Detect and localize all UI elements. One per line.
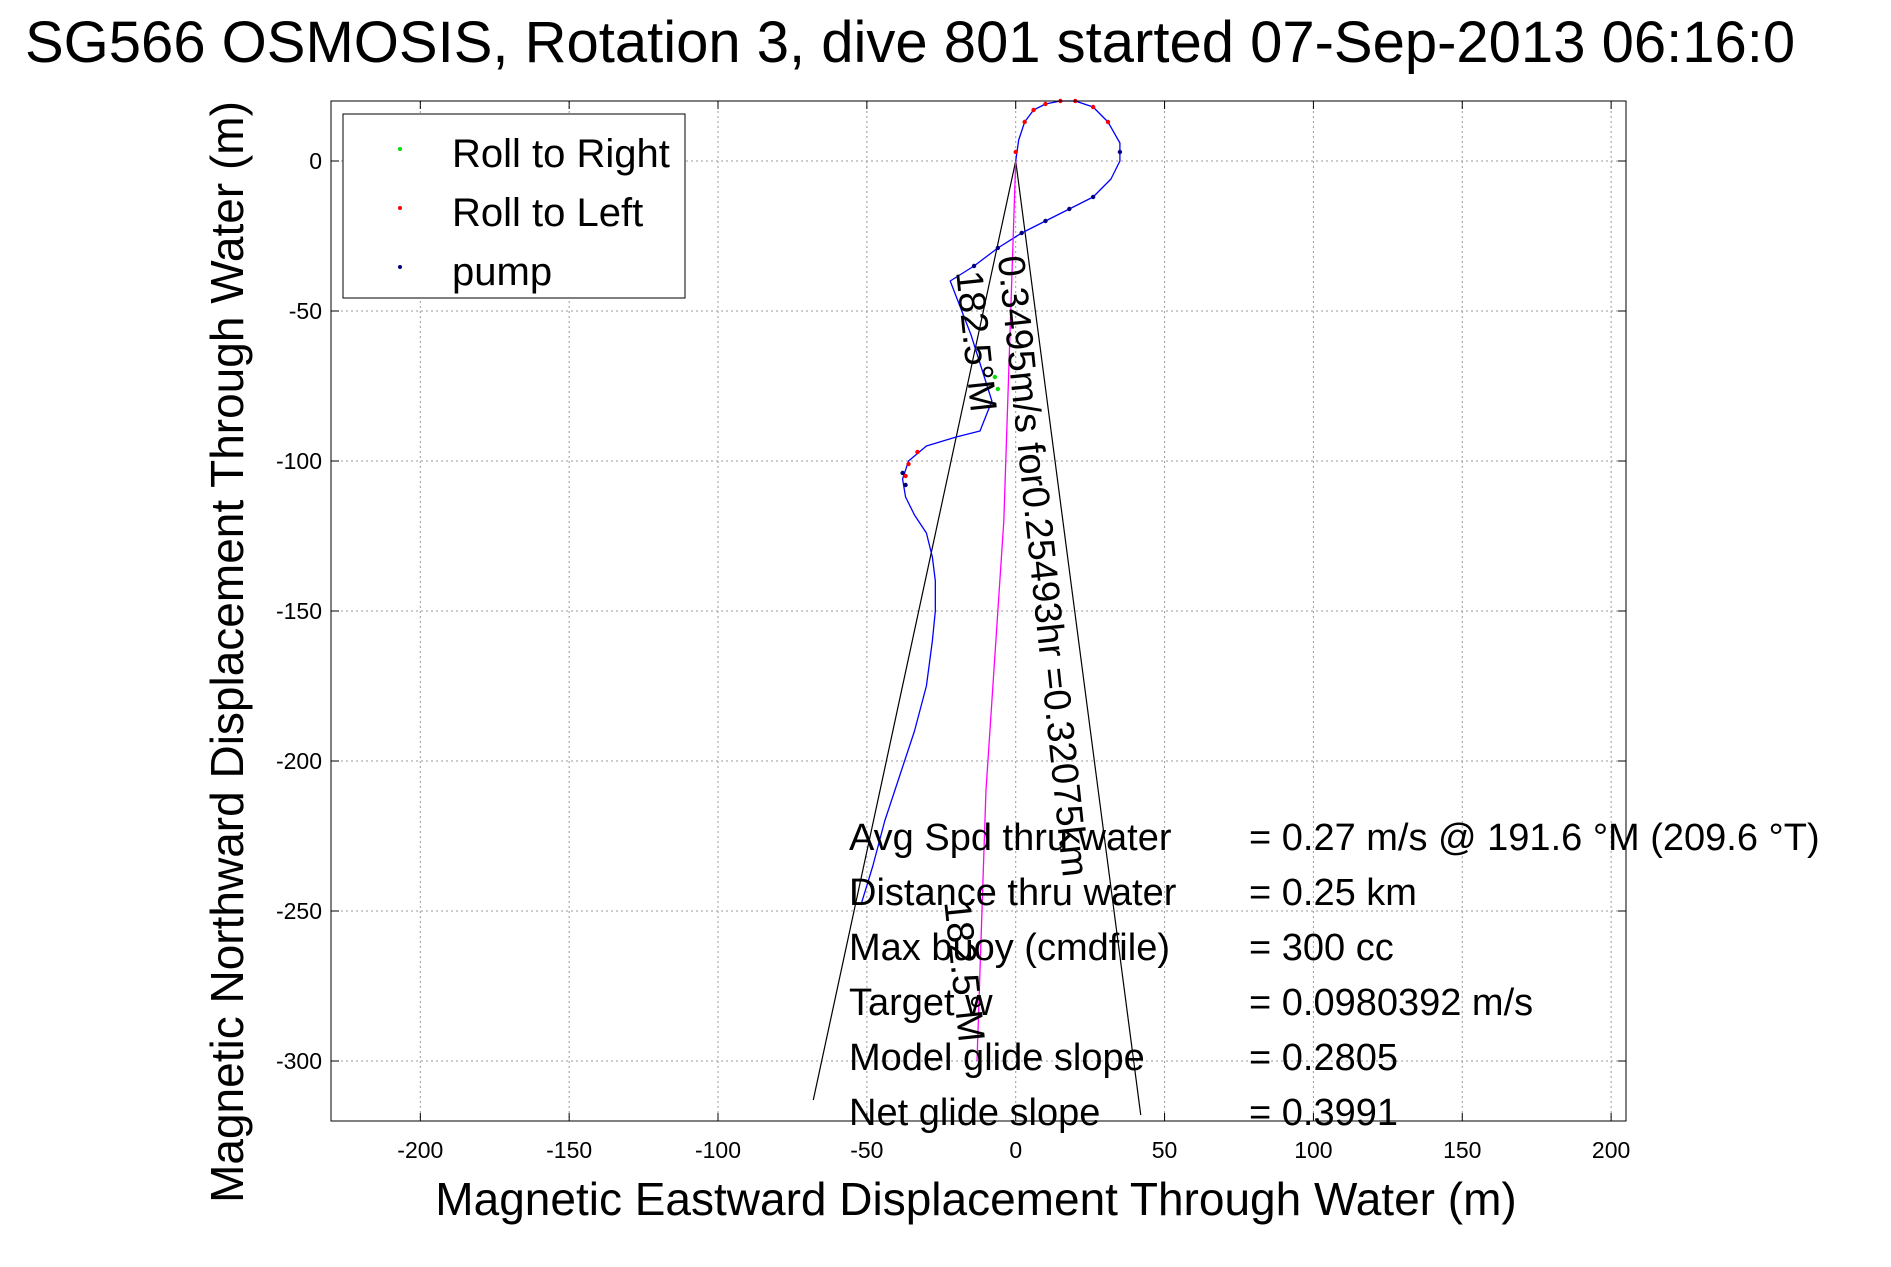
grid [331,101,1626,1121]
track-series-line-0 [860,100,1121,906]
x-tick-label: -50 [850,1137,883,1163]
legend-marker [398,206,402,210]
legend-label: pump [452,250,552,294]
marker-roll-to-left [1105,119,1111,125]
marker-roll-to-left [903,473,908,479]
marker-roll-to-left [1022,119,1027,125]
marker-roll-to-left [1013,149,1018,155]
marker-pump [900,470,905,476]
x-tick-label: 50 [1152,1137,1178,1163]
y-tick-label: -300 [276,1048,322,1074]
marker-pump [995,245,1001,251]
series-layer [812,100,1142,1116]
stat-label: Model glide slope [849,1037,1145,1079]
x-tick-label: 150 [1443,1137,1481,1163]
marker-roll-to-left [1090,104,1096,110]
stat-value: = 0.3991 [1249,1092,1398,1134]
track-series-line-1 [976,160,1017,1062]
marker-pump [971,263,977,269]
y-axis-label: Magnetic Northward Displacement Through … [201,101,253,1203]
stat-label: Avg Spd thru water [849,817,1172,859]
stat-value: = 0.2805 [1249,1037,1398,1079]
marker-pump [1019,230,1024,236]
legend-marker [398,265,402,269]
marker-roll-to-right [992,374,998,380]
legend: Roll to Right Roll to Left pump [342,113,686,299]
marker-pump [1067,206,1072,212]
marker-layer [900,98,1123,488]
reference-line [812,160,1017,1101]
x-tick-label: 100 [1294,1137,1332,1163]
y-tick-label: 0 [309,148,322,174]
legend-label: Roll to Right [452,132,670,176]
stat-label: Target w [849,982,993,1024]
marker-roll-to-left [1043,101,1048,107]
y-tick-label: -50 [289,298,322,324]
marker-pump [1090,194,1096,200]
marker-roll-to-left [915,449,920,455]
stat-value: = 0.0980392 m/s [1249,982,1533,1024]
legend-marker [398,147,402,151]
axis-ticks: -200 -150 -100 -50 0 50 100 150 200 0 -50 -100 -150 -… [276,101,1630,1163]
y-tick-label: -150 [276,598,322,624]
stat-value: = 300 cc [1249,927,1394,969]
x-tick-label: 0 [1009,1137,1022,1163]
stat-value: = 0.25 km [1249,872,1417,914]
marker-pump [1117,149,1123,155]
stat-label: Distance thru water [849,872,1177,914]
stat-label: Max buoy (cmdfile) [849,927,1170,969]
y-tick-label: -100 [276,448,322,474]
x-axis-label: Magnetic Eastward Displacement Through W… [435,1173,1516,1225]
y-tick-label: -200 [276,748,322,774]
legend-label: Roll to Left [452,191,643,235]
x-tick-label: -200 [397,1137,443,1163]
x-tick-label: -100 [695,1137,741,1163]
marker-roll-to-left [906,461,911,467]
marker-pump [1043,218,1048,224]
chart-title: SG566 OSMOSIS, Rotation 3, dive 801 star… [25,10,1795,75]
stat-value: = 0.27 m/s @ 191.6 °M (209.6 °T) [1249,817,1820,859]
marker-roll-to-left [1031,107,1036,113]
marker-roll-to-right [995,386,1001,392]
x-tick-label: -150 [546,1137,592,1163]
y-tick-label: -250 [276,898,322,924]
stat-label: Net glide slope [849,1092,1100,1134]
stats-block: Avg Spd thru water = 0.27 m/s @ 191.6 °M … [849,817,1820,1134]
reference-line [1015,160,1142,1116]
plot-frame [330,100,1627,1122]
x-tick-label: 200 [1592,1137,1630,1163]
marker-pump [903,482,908,488]
